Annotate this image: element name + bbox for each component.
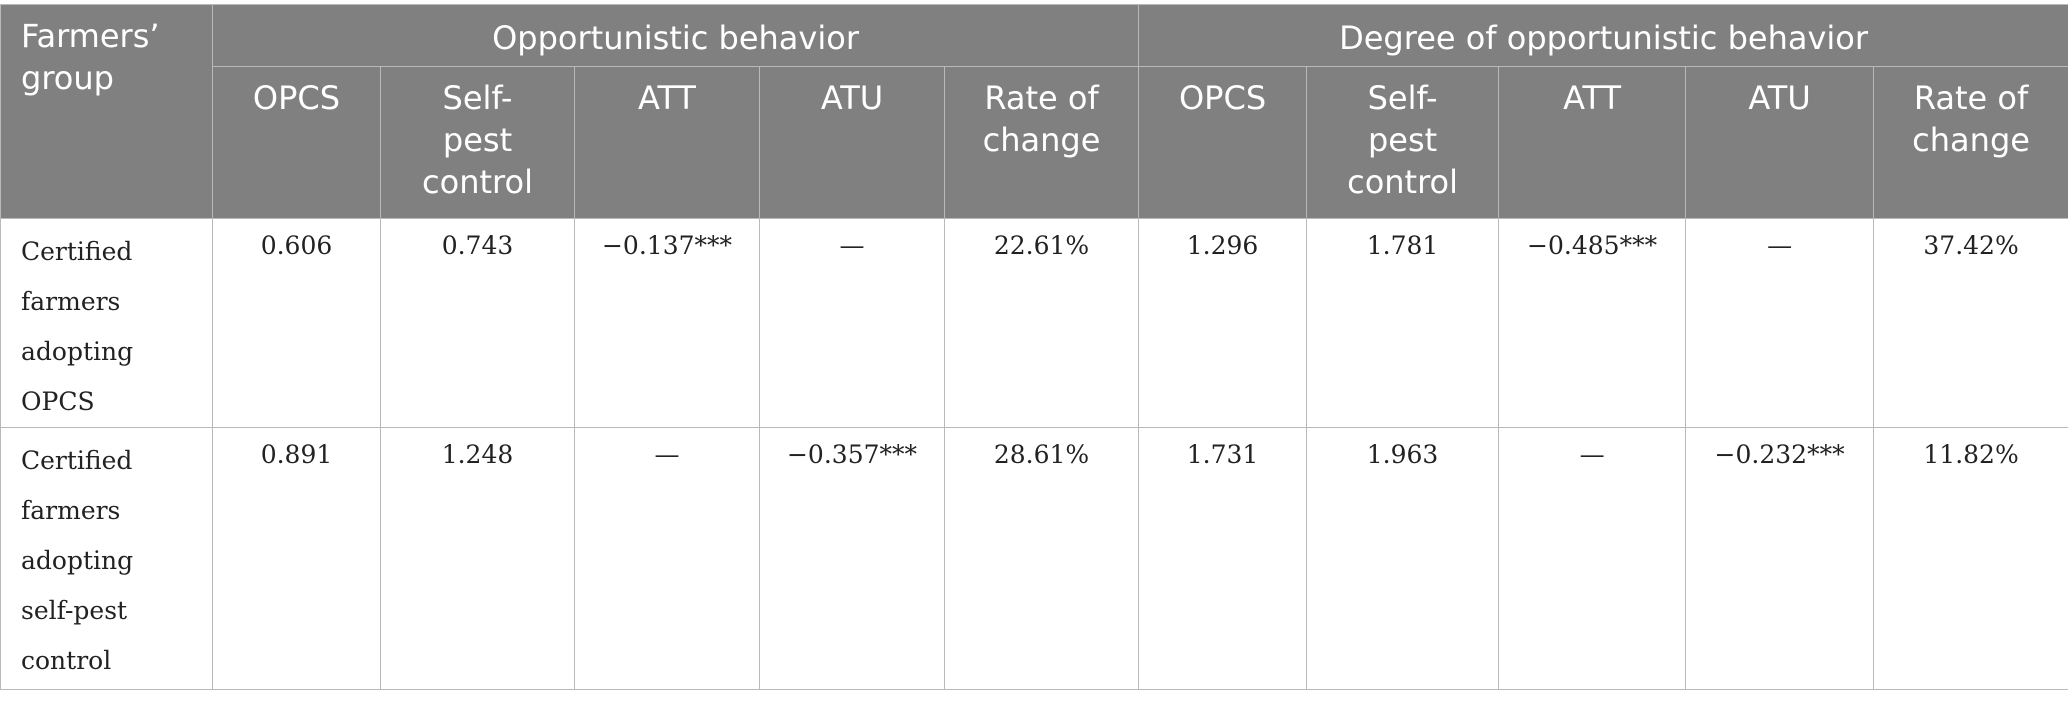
row-label-line: adopting [21,546,134,575]
cell-att: −0.137*** [574,218,760,428]
cell-degree-atu: −0.232*** [1685,427,1875,690]
table-row: Certified farmers adopting self-pest con… [0,427,2068,690]
cell-atu: — [759,218,945,428]
row-label-line: farmers [21,496,121,525]
row-label: Certified farmers adopting self-pest con… [0,427,213,690]
cell-rate-of-change: 28.61% [943,427,1140,690]
row-label-line: self-pest [21,596,128,625]
cell-degree-rate-of-change: 37.42% [1873,218,2068,428]
subheader-line: pest [442,121,513,159]
row-label-line: control [21,646,112,675]
subheader-rate-of-change: Rate of change [1873,66,2068,219]
cell-degree-rate-of-change: 11.82% [1873,427,2068,690]
subheader-att: ATT [574,66,760,219]
subheader-atu: ATU [1685,66,1875,219]
table-body: Certified farmers adopting OPCS 0.606 0.… [0,218,2068,690]
row-label-line: adopting [21,337,134,366]
cell-degree-att: — [1498,427,1687,690]
subheader-atu: ATU [759,66,945,219]
header-farmers-group: Farmers’ group [0,4,213,219]
row-label: Certified farmers adopting OPCS [0,218,213,428]
cell-self-pest-control: 1.248 [380,427,575,690]
row-label-line: farmers [21,287,121,316]
cell-degree-opcs: 1.296 [1138,218,1308,428]
cell-rate-of-change: 22.61% [943,218,1140,428]
row-label-line: Certified [21,237,133,266]
subheader-line: control [422,163,533,201]
subheader-line: control [1347,163,1459,201]
row-label-line: Certified [21,446,133,475]
table-header: Farmers’ group Opportunistic behavior De… [0,4,2068,219]
subheader-opcs: OPCS [212,66,381,219]
cell-self-pest-control: 0.743 [380,218,575,428]
cell-degree-opcs: 1.731 [1138,427,1308,690]
subheader-line: change [982,121,1101,159]
subheader-rate-of-change: Rate of change [943,66,1140,219]
header-group-line: Farmers’ [21,17,160,55]
cell-degree-self-pest-control: 1.963 [1306,427,1500,690]
cell-att: — [574,427,760,690]
subheader-line: Self- [1367,79,1438,117]
cell-degree-att: −0.485*** [1498,218,1687,428]
subheader-self-pest-control: Self- pest control [1306,66,1500,219]
subheader-line: Rate of [984,79,1099,117]
cell-atu: −0.357*** [759,427,945,690]
cell-degree-atu: — [1685,218,1875,428]
header-degree-opportunistic-behavior: Degree of opportunistic behavior [1138,4,2068,67]
subheader-opcs: OPCS [1138,66,1308,219]
subheader-line: Self- [442,79,513,117]
subheader-att: ATT [1498,66,1687,219]
subheader-line: pest [1367,121,1438,159]
subheader-self-pest-control: Self- pest control [380,66,575,219]
cell-degree-self-pest-control: 1.781 [1306,218,1500,428]
row-label-line: OPCS [21,387,95,416]
header-group-line: group [21,59,114,97]
results-table: Farmers’ group Opportunistic behavior De… [0,4,2068,690]
cell-opcs: 0.891 [212,427,381,690]
subheader-line: Rate of [1913,79,2029,117]
header-opportunistic-behavior: Opportunistic behavior [211,4,1140,67]
cell-opcs: 0.606 [212,218,381,428]
subheader-line: change [1912,121,2030,159]
table-row: Certified farmers adopting OPCS 0.606 0.… [0,218,2068,428]
